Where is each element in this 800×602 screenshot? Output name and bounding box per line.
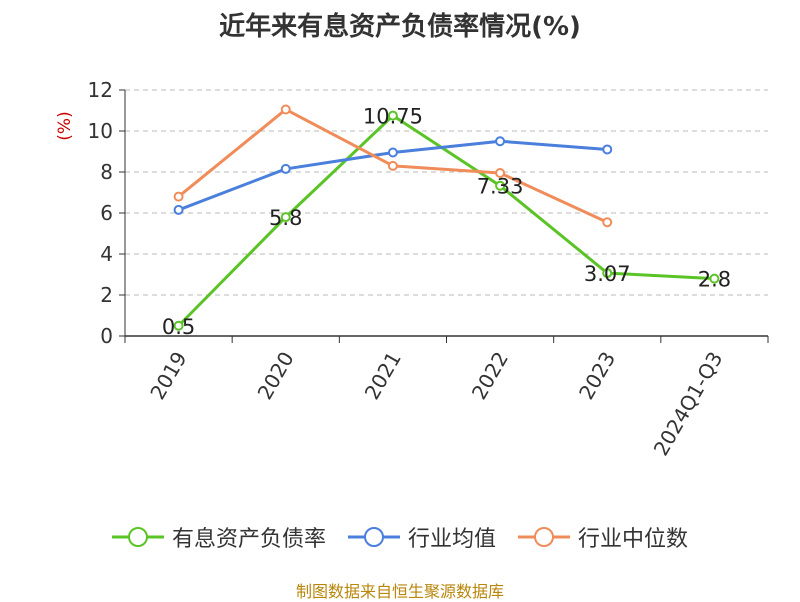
grid-lines <box>125 89 768 296</box>
data-label: 10.75 <box>363 105 423 129</box>
legend-swatch <box>111 527 164 547</box>
series-line <box>177 114 716 328</box>
legend-item[interactable]: 行业中位数 <box>518 521 688 553</box>
legend: 有息资产负债率 行业均值 行业中位数 <box>0 521 800 553</box>
data-labels: 0.5 5.8 10.75 7.33 3.07 2.8 <box>162 105 731 339</box>
legend-swatch <box>347 527 400 547</box>
legend-label: 有息资产负债率 <box>171 527 326 552</box>
legend-item[interactable]: 有息资产负债率 <box>111 521 326 553</box>
data-point <box>602 144 613 155</box>
y-tick-label: 8 <box>100 160 113 184</box>
legend-swatch-marker <box>127 527 148 547</box>
data-label: 7.33 <box>477 175 524 199</box>
data-point <box>387 110 398 121</box>
data-point <box>602 217 613 228</box>
data-point <box>495 180 506 191</box>
data-point <box>709 273 720 284</box>
x-tick-label: 2023 <box>574 348 620 404</box>
y-tick-label: 12 <box>88 78 113 102</box>
x-tick-label: 2024Q1-Q3 <box>649 348 728 460</box>
data-point <box>602 268 613 279</box>
legend-swatch-marker <box>534 527 554 547</box>
legend-item[interactable]: 行业均值 <box>347 521 496 553</box>
axes: 0 2 4 6 8 10 12 (%) 2019 2020 2021 2022 2023 2024Q1-Q… <box>55 78 769 460</box>
data-label: 5.8 <box>269 206 302 230</box>
data-label: 2.8 <box>698 268 731 292</box>
data-label: 0.5 <box>162 315 195 339</box>
y-tick-label: 0 <box>100 324 113 348</box>
legend-label: 行业均值 <box>407 527 496 552</box>
data-point <box>280 212 291 223</box>
legend-swatch <box>518 527 570 547</box>
chart-title: 近年来有息资产负债率情况(%) <box>219 12 581 42</box>
y-tick-label: 10 <box>88 119 113 143</box>
legend-label: 行业中位数 <box>578 527 689 552</box>
data-point <box>387 147 398 158</box>
y-tick-label: 6 <box>100 201 113 225</box>
data-label: 3.07 <box>584 262 631 286</box>
data-point <box>495 136 506 147</box>
data-point <box>495 168 506 179</box>
x-tick-label: 2020 <box>253 348 299 404</box>
series-lines <box>173 104 720 331</box>
y-axis-label: (%) <box>55 111 75 140</box>
data-point <box>173 320 184 331</box>
data-point <box>387 160 398 171</box>
x-tick-label: 2019 <box>145 348 191 404</box>
data-point <box>280 104 291 115</box>
data-point <box>280 163 291 174</box>
data-point <box>173 191 184 202</box>
x-tick-label: 2022 <box>467 348 513 404</box>
x-tick-label: 2021 <box>360 348 406 404</box>
data-point <box>173 204 184 215</box>
legend-swatch-marker <box>363 527 384 547</box>
y-tick-label: 4 <box>100 242 113 266</box>
source-note: 制图数据来自恒生聚源数据库 <box>295 582 504 601</box>
y-tick-label: 2 <box>100 283 113 307</box>
